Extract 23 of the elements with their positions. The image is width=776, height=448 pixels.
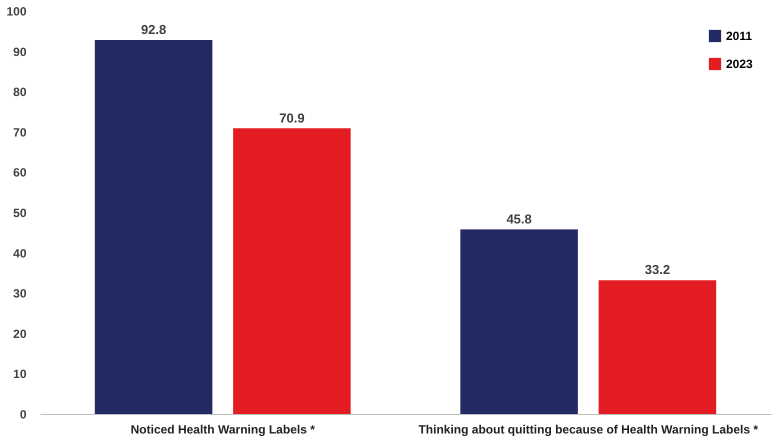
data-label: 45.8: [506, 211, 532, 226]
y-tick-label: 90: [13, 44, 27, 59]
x-tick-label: Noticed Health Warning Labels *: [130, 422, 316, 436]
bar: [233, 128, 351, 414]
data-label: 70.9: [279, 110, 305, 126]
y-tick-label: 50: [13, 206, 27, 220]
y-tick-label: 70: [13, 125, 27, 140]
y-tick-label: 40: [13, 246, 27, 260]
legend-label: 2023: [726, 57, 754, 71]
y-tick-label: 60: [13, 166, 27, 180]
y-tick-label: 100: [6, 4, 27, 18]
bar: [598, 280, 716, 414]
x-tick-label: Thinking about quitting because of Health Warning Labels *: [418, 422, 758, 436]
legend-label: 2011: [726, 29, 752, 43]
y-tick-label: 0: [20, 408, 27, 422]
data-label: 33.2: [644, 262, 670, 278]
y-tick-label: 10: [13, 367, 27, 382]
y-tick-label: 30: [13, 286, 27, 301]
bar: [94, 40, 212, 414]
y-tick-label: 80: [13, 85, 27, 100]
y-tick-label: 20: [13, 326, 27, 341]
data-label: 92.8: [140, 22, 166, 38]
bar: [460, 229, 578, 414]
